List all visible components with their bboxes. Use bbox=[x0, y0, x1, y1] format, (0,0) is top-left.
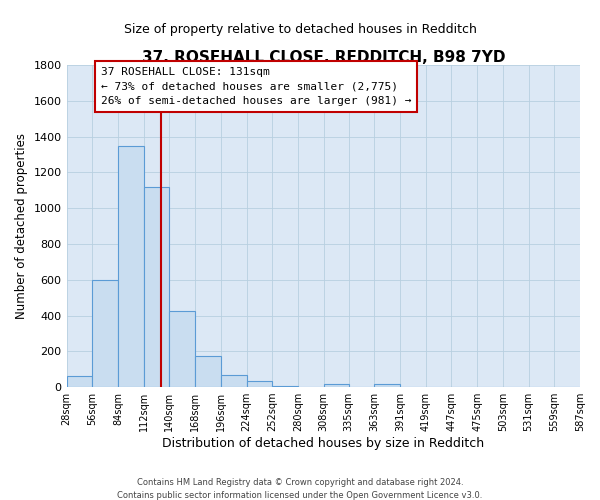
Bar bbox=[195, 356, 221, 387]
Bar bbox=[143, 186, 169, 387]
Y-axis label: Number of detached properties: Number of detached properties bbox=[15, 133, 28, 319]
Title: 37, ROSEHALL CLOSE, REDDITCH, B98 7YD: 37, ROSEHALL CLOSE, REDDITCH, B98 7YD bbox=[142, 50, 505, 65]
X-axis label: Distribution of detached houses by size in Redditch: Distribution of detached houses by size … bbox=[162, 437, 484, 450]
Text: 37 ROSEHALL CLOSE: 131sqm
← 73% of detached houses are smaller (2,775)
26% of se: 37 ROSEHALL CLOSE: 131sqm ← 73% of detac… bbox=[101, 67, 411, 106]
Bar bbox=[118, 146, 143, 387]
Text: Contains HM Land Registry data © Crown copyright and database right 2024.
Contai: Contains HM Land Registry data © Crown c… bbox=[118, 478, 482, 500]
Bar bbox=[92, 280, 118, 387]
Bar bbox=[374, 384, 400, 387]
Bar bbox=[169, 311, 195, 387]
Bar bbox=[67, 376, 92, 387]
Bar bbox=[221, 376, 247, 387]
Text: Size of property relative to detached houses in Redditch: Size of property relative to detached ho… bbox=[124, 22, 476, 36]
Bar bbox=[247, 381, 272, 387]
Bar bbox=[324, 384, 349, 387]
Bar bbox=[272, 386, 298, 387]
